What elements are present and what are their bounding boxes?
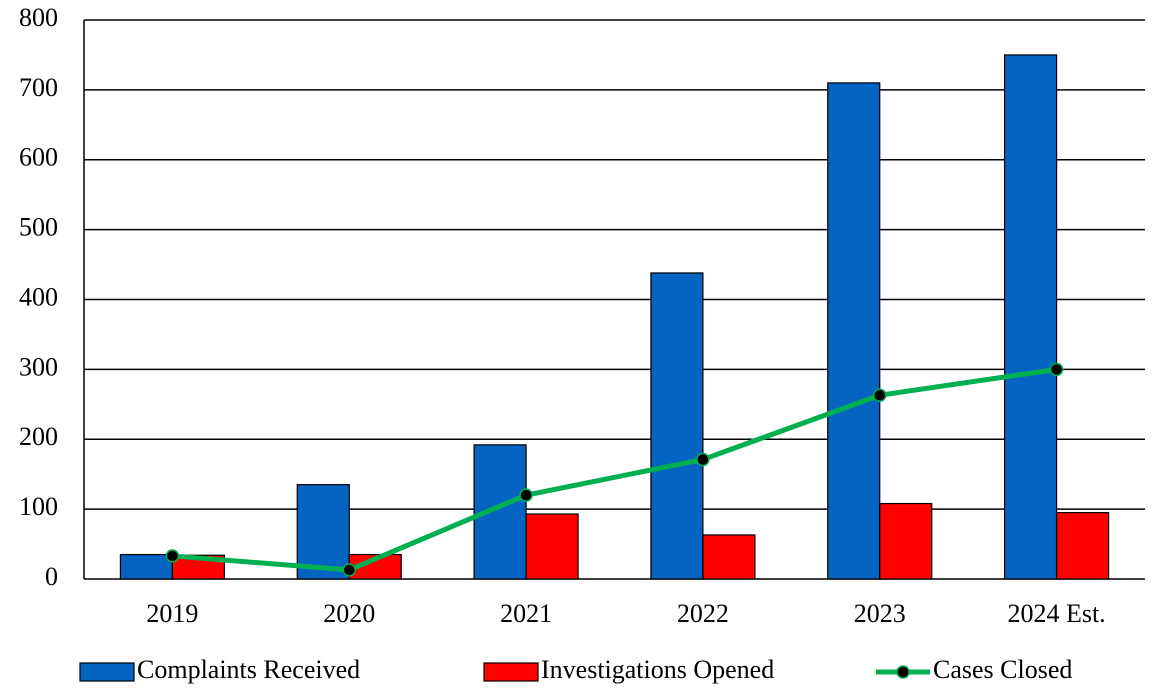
- legend-swatch: [896, 665, 910, 679]
- bar: [119, 553, 174, 580]
- y-tick-label: 200: [19, 422, 58, 451]
- x-tick-label: 2020: [323, 599, 375, 628]
- x-tick-label: 2022: [677, 599, 729, 628]
- bar: [650, 272, 704, 580]
- legend-swatch: [79, 662, 135, 682]
- bar: [296, 484, 350, 580]
- legend-swatch: [483, 662, 539, 682]
- line-marker: [1049, 362, 1064, 377]
- legend-label: Complaints Received: [137, 655, 360, 684]
- legend-label: Investigations Opened: [541, 655, 774, 684]
- y-tick-label: 500: [19, 213, 58, 242]
- bar: [879, 502, 933, 580]
- x-tick-label: 2023: [854, 599, 906, 628]
- y-tick-label: 300: [19, 352, 58, 381]
- bar: [1003, 54, 1058, 580]
- line-marker: [873, 388, 887, 402]
- y-tick-label: 0: [45, 562, 58, 591]
- bar: [827, 82, 881, 580]
- y-tick-label: 800: [19, 3, 58, 32]
- bar: [1055, 512, 1110, 580]
- bar: [702, 534, 756, 580]
- x-tick-label: 2024 Est.: [1007, 599, 1105, 628]
- line-marker: [519, 488, 533, 502]
- y-tick-label: 700: [19, 73, 58, 102]
- x-tick-label: 2021: [500, 599, 552, 628]
- y-tick-label: 400: [19, 282, 58, 311]
- line: [172, 366, 1057, 573]
- legend-label: Cases Closed: [933, 655, 1072, 684]
- bar: [473, 444, 527, 580]
- line-marker: [342, 563, 356, 577]
- line-marker: [696, 452, 710, 467]
- line-marker: [165, 549, 180, 563]
- y-tick-label: 600: [19, 143, 58, 172]
- x-tick-label: 2019: [146, 599, 198, 628]
- y-tick-label: 100: [19, 492, 58, 521]
- bar: [525, 513, 579, 580]
